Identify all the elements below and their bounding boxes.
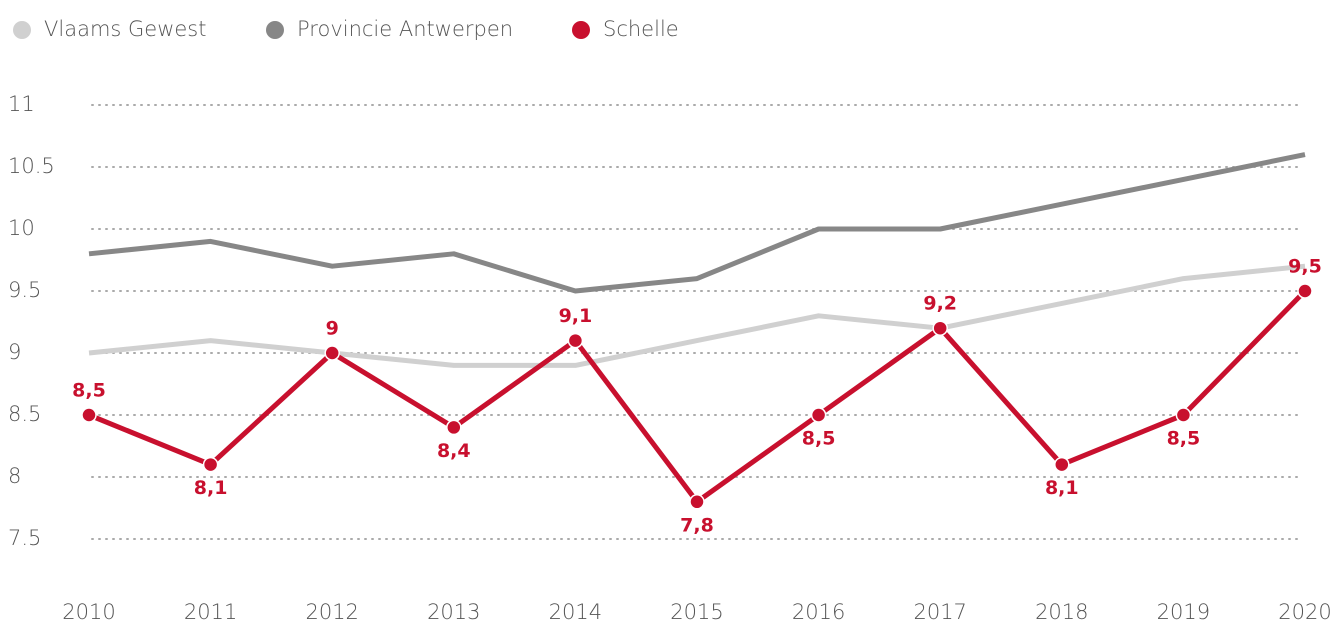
data-label: 8,5 xyxy=(1167,428,1201,450)
data-label: 8,4 xyxy=(437,440,471,462)
legend-label: Schelle xyxy=(603,17,679,41)
data-label: 9 xyxy=(326,318,339,340)
x-tick-label: 2019 xyxy=(1157,600,1210,624)
x-tick-label: 2014 xyxy=(549,600,602,624)
legend-marker xyxy=(13,21,31,39)
y-tick-label: 9.5 xyxy=(8,278,41,302)
series-line xyxy=(88,263,1306,368)
x-tick-label: 2016 xyxy=(792,600,845,624)
x-tick-label: 2011 xyxy=(184,600,237,624)
point xyxy=(1175,407,1192,423)
data-label: 9,2 xyxy=(923,293,957,315)
x-tick-label: 2018 xyxy=(1035,600,1088,624)
series-line xyxy=(88,152,1306,294)
y-tick-label: 8.5 xyxy=(8,402,41,426)
legend-marker xyxy=(572,21,590,39)
point xyxy=(446,419,462,436)
point xyxy=(1297,283,1313,299)
point xyxy=(689,494,705,510)
point xyxy=(567,332,584,349)
x-tick-label: 2010 xyxy=(62,600,115,624)
y-tick-label: 7.5 xyxy=(8,526,41,550)
point xyxy=(932,320,948,336)
y-tick-label: 8 xyxy=(8,464,21,488)
legend-label: Provincie Antwerpen xyxy=(297,17,513,41)
data-label: 9,5 xyxy=(1288,256,1322,278)
y-tick-label: 9 xyxy=(8,340,21,364)
point xyxy=(810,407,827,423)
y-tick-label: 10.5 xyxy=(8,154,55,178)
series-line xyxy=(88,289,1307,505)
x-tick-label: 2020 xyxy=(1278,600,1331,624)
data-label: 8,1 xyxy=(1045,477,1079,499)
point xyxy=(81,407,97,423)
x-tick-label: 2017 xyxy=(913,600,966,624)
point xyxy=(202,456,219,473)
legend-marker xyxy=(266,21,284,39)
data-label: 8,1 xyxy=(194,477,228,499)
legend-label: Vlaams Gewest xyxy=(44,17,206,41)
y-tick-label: 10 xyxy=(8,216,35,240)
data-label: 7,8 xyxy=(680,514,714,536)
y-tick-label: 11 xyxy=(8,92,35,116)
point xyxy=(1054,456,1070,473)
point xyxy=(324,345,340,361)
x-tick-label: 2013 xyxy=(427,600,480,624)
data-label: 8,5 xyxy=(72,380,106,402)
data-label: 8,5 xyxy=(802,428,836,450)
x-tick-label: 2012 xyxy=(305,600,358,624)
data-label: 9,1 xyxy=(559,305,593,327)
x-tick-label: 2015 xyxy=(670,600,723,624)
